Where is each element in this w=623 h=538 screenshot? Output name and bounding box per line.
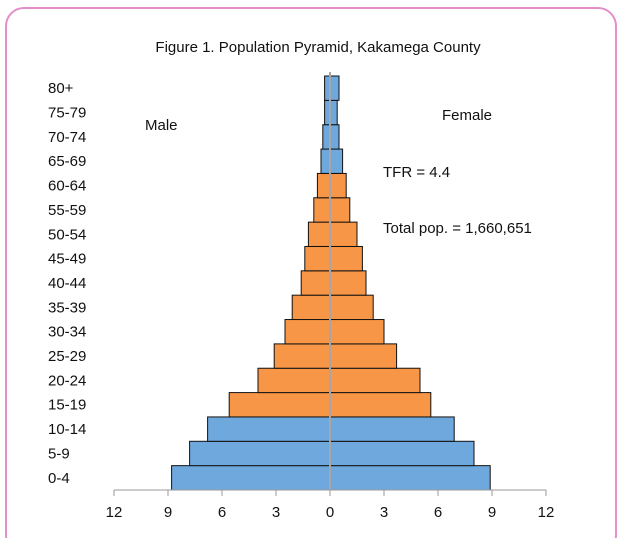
y-tick-label: 20-24 [48,372,86,389]
bar [257,367,331,394]
bar [329,392,432,418]
bar [329,197,351,223]
bar [316,172,331,199]
bar [291,294,331,321]
bar [329,75,340,101]
bar [273,343,331,369]
x-tick-label: 3 [272,504,280,521]
bar [329,245,363,272]
y-tick-label: 60-64 [48,178,86,195]
bar [300,270,331,296]
bar [329,367,421,394]
y-tick-label: 75-79 [48,104,86,121]
y-tick-label: 80+ [48,80,74,97]
y-tick-label: 15-19 [48,397,86,414]
y-tick-label: 25-29 [48,348,86,365]
x-tick-label: 6 [434,504,442,521]
y-tick-label: 50-54 [48,226,86,243]
annotation: Total pop. = 1,660,651 [383,220,532,237]
bar [207,416,331,442]
bar [329,440,475,467]
bar [320,148,331,174]
y-tick-label: 65-69 [48,153,86,170]
y-tick-label: 40-44 [48,275,86,292]
bar [329,270,367,296]
annotation: TFR = 4.4 [383,164,450,181]
y-tick-label: 55-59 [48,202,86,219]
x-tick-label: 6 [218,504,226,521]
bar [329,343,398,369]
bar [329,124,340,150]
chart-title: Figure 1. Population Pyramid, Kakamega C… [155,39,481,56]
bar [329,319,385,345]
y-tick-label: 35-39 [48,299,86,316]
bar [322,124,331,150]
bar [284,319,331,345]
y-tick-label: 30-34 [48,324,86,341]
bar [329,465,491,491]
y-tick-label: 10-14 [48,421,86,438]
y-tick-label: 45-49 [48,251,86,268]
legend-label: Female [442,107,492,124]
bar [189,440,331,467]
y-tick-label: 0-4 [48,470,70,487]
bar [228,392,331,418]
bar [329,172,347,199]
bar [329,294,374,321]
bar [329,221,358,247]
bar [304,245,331,272]
bar [329,416,455,442]
y-tick-label: 5-9 [48,445,70,462]
bar [329,99,338,126]
x-tick-label: 3 [380,504,388,521]
x-tick-label: 12 [106,504,123,521]
bar [329,148,344,174]
bar [313,197,331,223]
bar [307,221,331,247]
y-tick-label: 70-74 [48,129,86,146]
x-tick-label: 9 [164,504,172,521]
bar [171,465,331,491]
legend-label: Male [145,117,178,134]
x-tick-label: 9 [488,504,496,521]
x-tick-label: 12 [538,504,555,521]
x-tick-label: 0 [326,504,334,521]
